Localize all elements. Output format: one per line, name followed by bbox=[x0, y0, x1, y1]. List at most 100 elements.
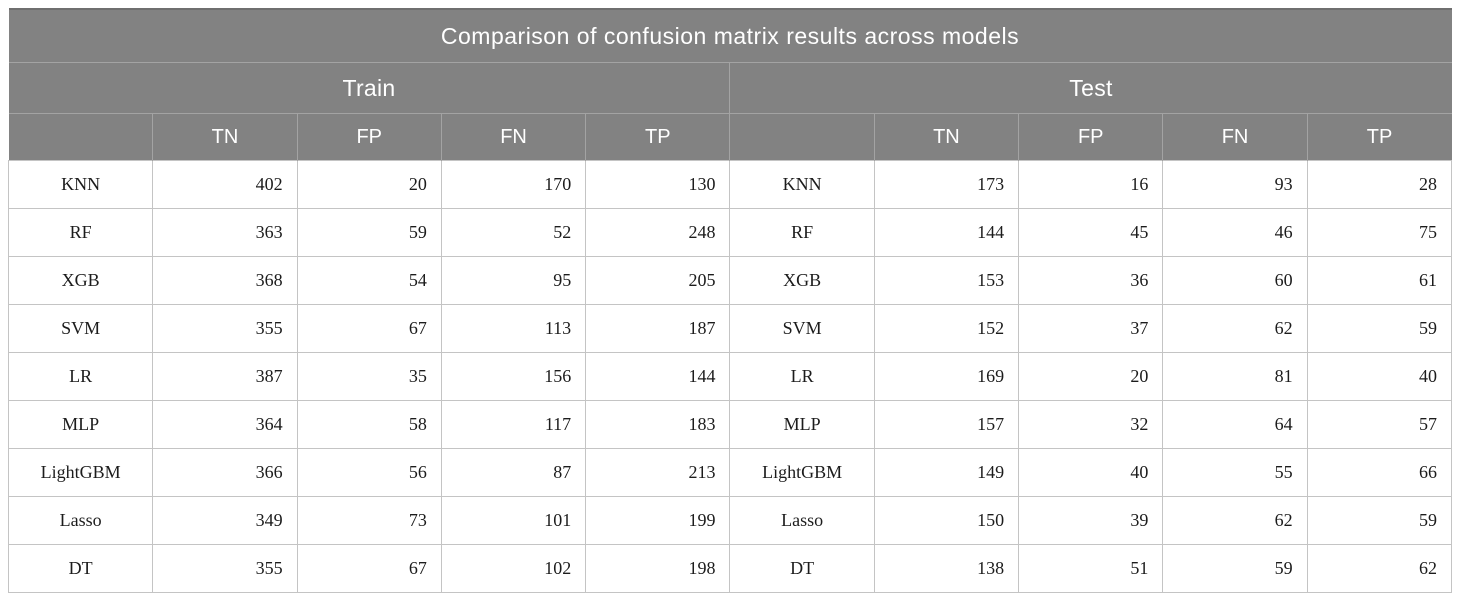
value-cell-train: 87 bbox=[440, 448, 587, 497]
model-cell-test: XGB bbox=[729, 256, 875, 305]
value-cell-train: 156 bbox=[440, 352, 587, 401]
value-cell-train: 56 bbox=[296, 448, 442, 497]
title-row: Comparison of confusion matrix results a… bbox=[8, 9, 1452, 63]
value-cell-test: 149 bbox=[873, 448, 1020, 497]
value-cell-train: 183 bbox=[585, 400, 731, 449]
model-cell-train: RF bbox=[7, 208, 154, 257]
value-cell-train: 355 bbox=[152, 544, 298, 593]
value-cell-test: 153 bbox=[873, 256, 1020, 305]
value-cell-train: 73 bbox=[296, 496, 442, 545]
table-row: MLP 364 58 117 183 MLP 157 32 64 57 bbox=[7, 400, 1453, 449]
column-header-test-tn: TN bbox=[873, 113, 1019, 161]
value-cell-train: 187 bbox=[585, 304, 731, 353]
value-cell-test: 57 bbox=[1306, 400, 1453, 449]
table-row: KNN 402 20 170 130 KNN 173 16 93 28 bbox=[7, 160, 1453, 209]
value-cell-train: 130 bbox=[585, 160, 731, 209]
value-cell-test: 152 bbox=[873, 304, 1020, 353]
value-cell-test: 40 bbox=[1306, 352, 1453, 401]
value-cell-test: 51 bbox=[1018, 544, 1164, 593]
value-cell-train: 67 bbox=[296, 544, 442, 593]
value-cell-test: 60 bbox=[1162, 256, 1308, 305]
table-row: Lasso 349 73 101 199 Lasso 150 39 62 59 bbox=[7, 496, 1453, 545]
value-cell-test: 36 bbox=[1018, 256, 1164, 305]
table-row: LR 387 35 156 144 LR 169 20 81 40 bbox=[7, 352, 1453, 401]
value-cell-train: 355 bbox=[152, 304, 298, 353]
model-cell-train: KNN bbox=[7, 160, 154, 209]
value-cell-train: 387 bbox=[152, 352, 298, 401]
model-cell-train: MLP bbox=[7, 400, 154, 449]
table-title: Comparison of confusion matrix results a… bbox=[8, 9, 1452, 63]
column-header-test-fp: FP bbox=[1018, 113, 1163, 161]
column-header-test-tp: TP bbox=[1306, 113, 1452, 161]
column-header-train-fp: FP bbox=[296, 113, 442, 161]
value-cell-test: 20 bbox=[1018, 352, 1164, 401]
value-cell-test: 169 bbox=[873, 352, 1020, 401]
column-header-train-tn: TN bbox=[152, 113, 298, 161]
value-cell-test: 150 bbox=[873, 496, 1020, 545]
value-cell-train: 205 bbox=[585, 256, 731, 305]
value-cell-test: 93 bbox=[1162, 160, 1308, 209]
value-cell-train: 144 bbox=[585, 352, 731, 401]
value-cell-train: 402 bbox=[152, 160, 298, 209]
value-cell-test: 66 bbox=[1306, 448, 1453, 497]
section-header-test: Test bbox=[729, 62, 1452, 114]
value-cell-test: 59 bbox=[1162, 544, 1308, 593]
value-cell-test: 62 bbox=[1162, 496, 1308, 545]
model-cell-train: SVM bbox=[7, 304, 154, 353]
value-cell-test: 39 bbox=[1018, 496, 1164, 545]
model-column-header-test bbox=[729, 113, 875, 161]
value-cell-train: 368 bbox=[152, 256, 298, 305]
value-cell-train: 349 bbox=[152, 496, 298, 545]
value-cell-test: 62 bbox=[1306, 544, 1453, 593]
value-cell-test: 32 bbox=[1018, 400, 1164, 449]
value-cell-test: 144 bbox=[873, 208, 1020, 257]
model-cell-test: LightGBM bbox=[729, 448, 875, 497]
column-header-train-tp: TP bbox=[585, 113, 730, 161]
table-row: DT 355 67 102 198 DT 138 51 59 62 bbox=[7, 544, 1453, 593]
value-cell-test: 59 bbox=[1306, 304, 1453, 353]
column-header-test-fn: FN bbox=[1162, 113, 1308, 161]
value-cell-test: 81 bbox=[1162, 352, 1308, 401]
value-cell-train: 52 bbox=[440, 208, 587, 257]
metric-header-row: TN FP FN TP TN FP FN TP bbox=[8, 113, 1452, 161]
value-cell-test: 28 bbox=[1306, 160, 1453, 209]
model-cell-train: Lasso bbox=[7, 496, 154, 545]
value-cell-train: 59 bbox=[296, 208, 442, 257]
value-cell-train: 170 bbox=[440, 160, 587, 209]
section-row: Train Test bbox=[8, 62, 1452, 114]
value-cell-train: 101 bbox=[440, 496, 587, 545]
value-cell-train: 35 bbox=[296, 352, 442, 401]
value-cell-test: 62 bbox=[1162, 304, 1308, 353]
model-cell-train: XGB bbox=[7, 256, 154, 305]
model-cell-test: MLP bbox=[729, 400, 875, 449]
model-cell-test: Lasso bbox=[729, 496, 875, 545]
value-cell-test: 138 bbox=[873, 544, 1020, 593]
model-cell-test: SVM bbox=[729, 304, 875, 353]
table-header: Comparison of confusion matrix results a… bbox=[8, 9, 1452, 161]
value-cell-test: 59 bbox=[1306, 496, 1453, 545]
table-row: SVM 355 67 113 187 SVM 152 37 62 59 bbox=[7, 304, 1453, 353]
model-cell-test: DT bbox=[729, 544, 875, 593]
value-cell-train: 113 bbox=[440, 304, 587, 353]
value-cell-test: 173 bbox=[873, 160, 1020, 209]
value-cell-train: 366 bbox=[152, 448, 298, 497]
model-column-header-train bbox=[8, 113, 153, 161]
value-cell-test: 64 bbox=[1162, 400, 1308, 449]
value-cell-train: 363 bbox=[152, 208, 298, 257]
table-row: XGB 368 54 95 205 XGB 153 36 60 61 bbox=[7, 256, 1453, 305]
model-cell-train: LR bbox=[7, 352, 154, 401]
table-body: KNN 402 20 170 130 KNN 173 16 93 28 RF 363 59 52 248 RF… bbox=[7, 160, 1453, 593]
table-row: LightGBM 366 56 87 213 LightGBM 149 40 55 66 bbox=[7, 448, 1453, 497]
value-cell-train: 58 bbox=[296, 400, 442, 449]
value-cell-test: 75 bbox=[1306, 208, 1453, 257]
value-cell-train: 117 bbox=[440, 400, 587, 449]
value-cell-test: 46 bbox=[1162, 208, 1308, 257]
table-row: RF 363 59 52 248 RF 144 45 46 75 bbox=[7, 208, 1453, 257]
model-cell-test: RF bbox=[729, 208, 875, 257]
value-cell-test: 55 bbox=[1162, 448, 1308, 497]
model-cell-test: LR bbox=[729, 352, 875, 401]
value-cell-train: 67 bbox=[296, 304, 442, 353]
value-cell-train: 199 bbox=[585, 496, 731, 545]
value-cell-train: 20 bbox=[296, 160, 442, 209]
